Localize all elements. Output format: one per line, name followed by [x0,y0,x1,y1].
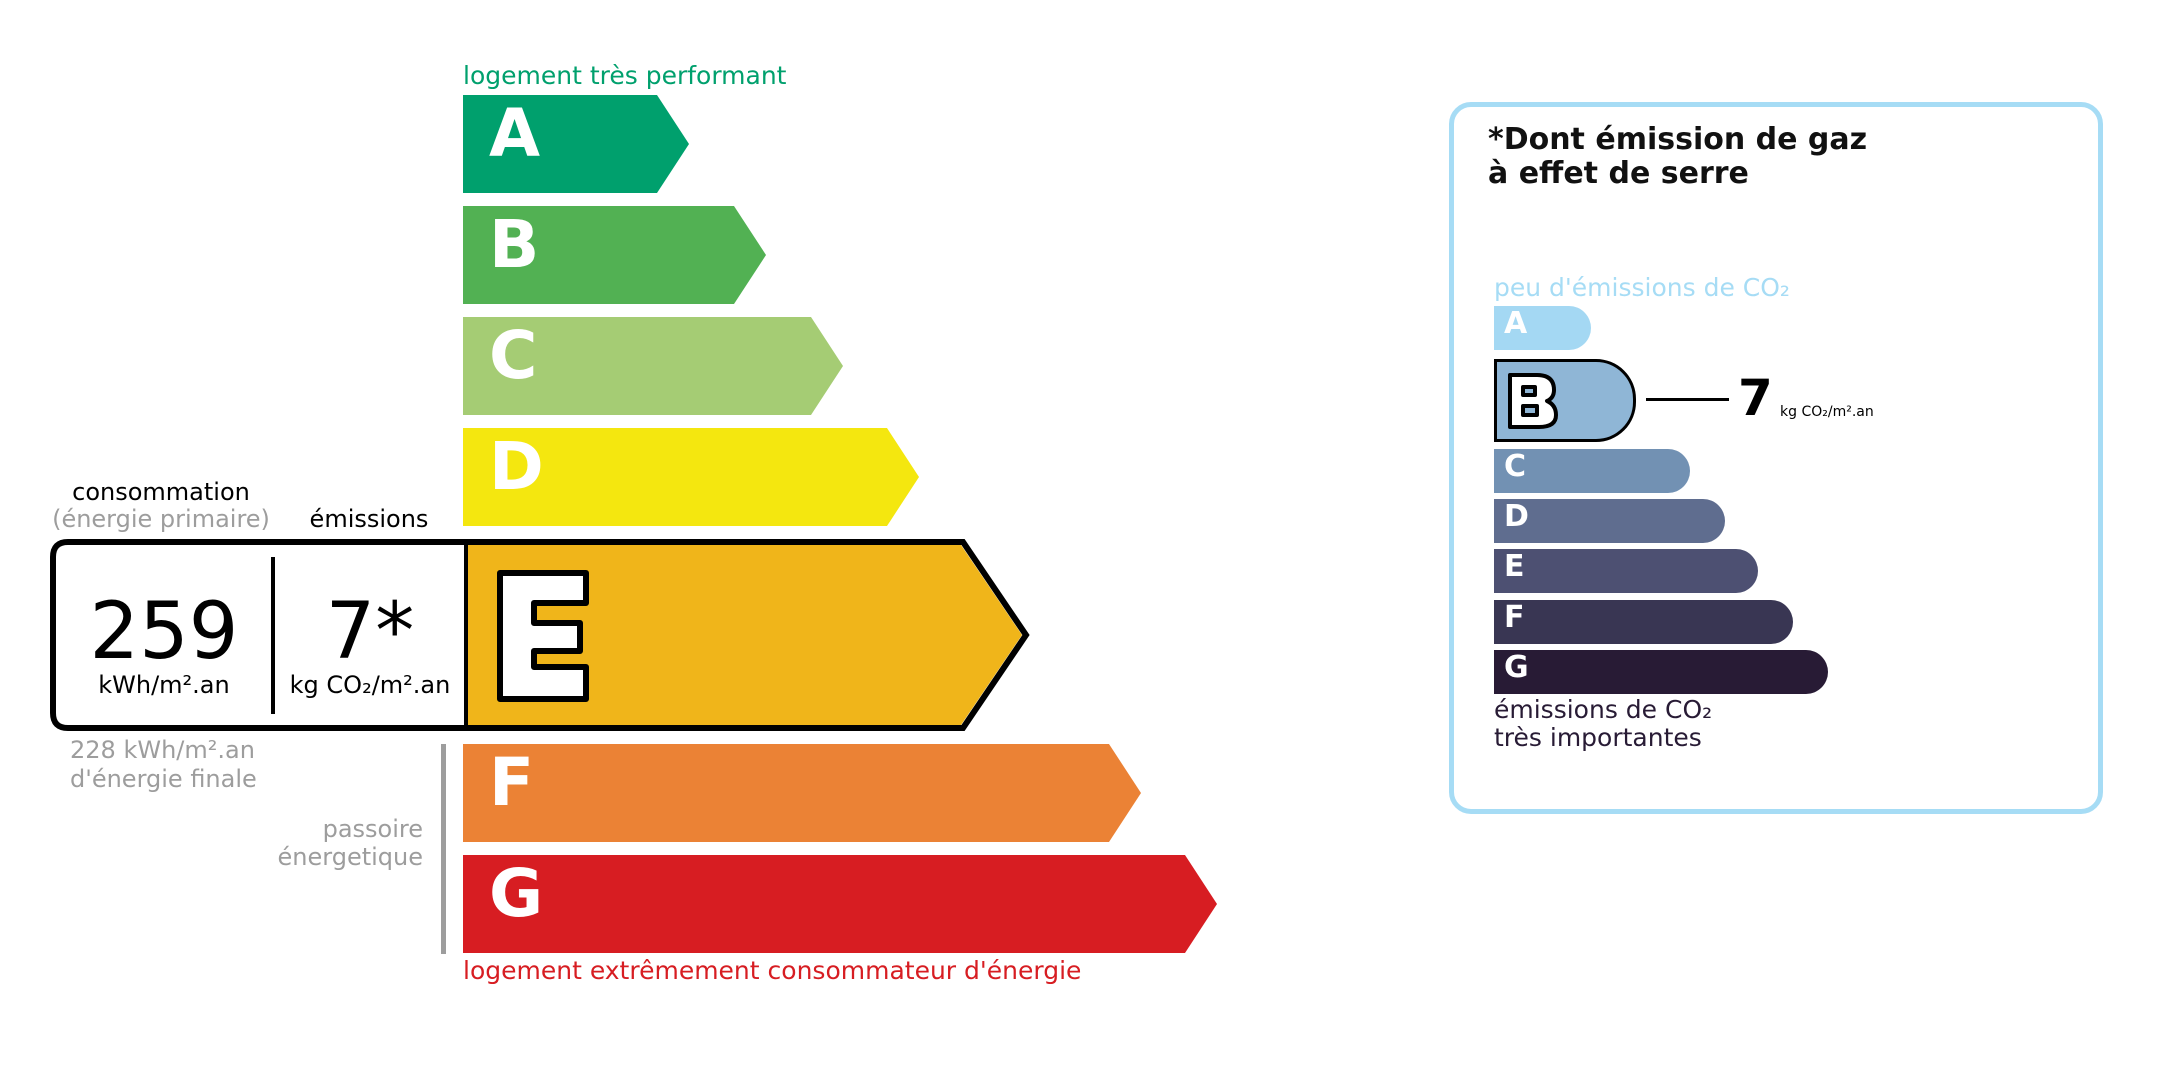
ges-bar-f: F [1494,600,1793,644]
ges-bar-e: E [1494,549,1758,593]
passoire-line1: passoire [322,815,423,843]
passoire-divider [441,744,446,954]
ges-title-line1: *Dont émission de gaz [1488,122,1868,157]
current-rating-letter [497,570,589,702]
energy-top-label: logement très performant [463,61,787,90]
ges-bar-b-current [1494,359,1636,442]
ges-value-connector [1646,398,1729,401]
ges-panel [1449,102,2103,814]
energy-letter: D [489,428,544,505]
energy-bar-b: B [463,206,766,304]
ges-unit: kg CO₂/m².an [1780,404,1874,420]
ges-letter: A [1504,306,1528,341]
ges-bar-a: A [1494,306,1591,350]
energy-bar-f: F [463,744,1141,842]
energy-bar-g: G [463,855,1217,953]
ges-bar-d: D [1494,499,1725,543]
emissions-value: 7* [325,587,415,677]
energy-letter: G [489,855,544,932]
energy-bar-d: D [463,428,919,526]
emissions-unit: kg CO₂/m².an [289,671,451,699]
energy-letter: F [489,744,535,821]
ges-title-line2: à effet de serre [1488,156,1749,191]
consumption-value: 259 [89,587,239,677]
ges-bar-c: C [1494,449,1690,493]
passoire-line2: énergetique [277,843,423,871]
ges-current-letter [1508,373,1558,429]
ges-letter: E [1504,549,1525,584]
current-rating-box [50,539,1030,731]
consumption-sublabel: (énergie primaire) [52,505,270,533]
ges-value: 7 [1738,369,1773,427]
ges-letter: G [1504,650,1529,685]
energy-letter: B [489,206,540,283]
final-energy-line1: 228 kWh/m².an [70,736,255,764]
emissions-label: émissions [309,505,429,533]
consumption-unit: kWh/m².an [98,671,230,699]
ges-bar-g: G [1494,650,1828,694]
consumption-label: consommation [72,478,250,506]
ges-bottom-line1: émissions de CO₂ [1494,695,1713,724]
energy-bar-a: A [463,95,689,193]
ges-top-label: peu d'émissions de CO₂ [1494,273,1790,302]
energy-bar-c: C [463,317,843,415]
ges-bottom-line2: très importantes [1494,723,1702,752]
ges-letter: C [1504,449,1527,484]
energy-letter: C [489,317,538,394]
energy-bottom-label: logement extrêmement consommateur d'éner… [463,956,1082,985]
ges-letter: D [1504,499,1529,534]
ges-letter: F [1504,600,1525,635]
final-energy-line2: d'énergie finale [70,765,257,793]
energy-letter: A [489,95,541,172]
